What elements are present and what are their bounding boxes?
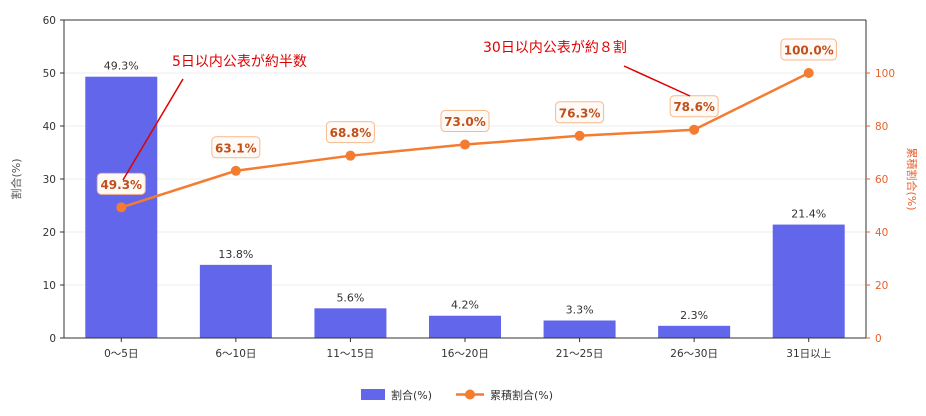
line-point: [116, 202, 127, 213]
cumulative-label-box: [325, 121, 375, 144]
bar-label: 2.3%: [680, 309, 708, 322]
left-tick-label: 0: [49, 333, 56, 345]
line-point: [574, 130, 585, 141]
annotation-arrow: [122, 78, 184, 181]
line-point: [460, 139, 470, 150]
right-tick-label: 60: [875, 174, 888, 186]
bar: [658, 325, 731, 338]
annotation-text: 5日以内公表が約半数: [172, 54, 307, 70]
annotations: 5日以内公表が約半数 30日以内公表が約８割: [122, 39, 691, 181]
bar-label: 3.3%: [566, 304, 594, 317]
legend-label: 累積割合(%): [490, 388, 553, 402]
bar-labels: 49.3% 13.8% 5.6% 4.2% 3.3% 2.3% 21.4%: [104, 60, 826, 322]
right-tick-label: 40: [875, 227, 888, 239]
cumulative-label: 78.6%: [673, 100, 715, 114]
bar: [199, 264, 272, 338]
line-point: [345, 150, 356, 161]
x-tick-label: 26〜30日: [670, 348, 718, 360]
cumulative-label: 100.0%: [784, 44, 834, 58]
cumulative-label-box: [96, 172, 146, 195]
bar: [429, 315, 501, 338]
x-axis: 0〜5日 6〜10日 11〜15日 16〜20日 21〜25日 26〜30日 31日以上: [64, 19, 866, 360]
legend-swatch-bar: [361, 389, 385, 400]
bar-label: 21.4%: [791, 208, 826, 221]
right-tick-label: 0: [875, 333, 882, 345]
left-axis: 0 10 20 30 40 50 60 割合(%): [9, 15, 65, 345]
legend: 割合(%) 累積割合(%): [361, 388, 553, 402]
left-tick-label: 50: [43, 68, 56, 80]
x-tick-label: 11〜15日: [327, 348, 375, 360]
bar-label: 49.3%: [104, 60, 139, 73]
cumulative-line: [116, 68, 814, 213]
x-tick-label: 31日以上: [786, 348, 831, 360]
cumulative-label: 49.3%: [100, 178, 142, 192]
bar-label: 13.8%: [218, 248, 253, 261]
left-axis-title: 割合(%): [9, 158, 23, 199]
bar-label: 4.2%: [451, 299, 479, 312]
left-tick-label: 10: [43, 280, 56, 292]
x-tick-label: 6〜10日: [215, 348, 256, 360]
left-tick-label: 40: [43, 121, 56, 133]
right-tick-label: 20: [875, 280, 888, 292]
x-tick-label: 16〜20日: [441, 348, 489, 360]
bar: [543, 320, 616, 338]
bar-label: 5.6%: [336, 291, 364, 304]
cumulative-label-box: [669, 95, 719, 118]
line-point: [803, 68, 814, 78]
cumulative-label-box: [440, 110, 490, 133]
bar: [772, 224, 845, 338]
line-point: [230, 165, 241, 176]
bars: [85, 76, 845, 339]
left-tick-label: 60: [43, 15, 56, 27]
left-tick-label: 20: [43, 227, 56, 239]
annotation-arrow: [623, 65, 691, 97]
cumulative-label-box: [555, 101, 605, 124]
line-point: [689, 124, 700, 135]
legend-label: 割合(%): [391, 388, 432, 402]
cumulative-label: 73.0%: [444, 115, 486, 129]
cumulative-label: 68.8%: [330, 126, 372, 140]
right-tick-label: 100: [875, 68, 895, 80]
x-tick-label: 21〜25日: [556, 348, 604, 360]
right-tick-label: 80: [875, 121, 888, 133]
right-axis-title: 累積割合(%): [905, 147, 919, 210]
cumulative-label: 76.3%: [559, 106, 601, 120]
cumulative-labels: 49.3% 63.1% 68.8% 73.0% 76.3% 78.6% 100.0%: [96, 38, 838, 195]
right-axis: 0 20 40 60 80 100 累積割合(%): [865, 20, 919, 345]
bar: [314, 308, 387, 338]
x-tick-label: 0〜5日: [104, 348, 138, 360]
legend-swatch-marker: [465, 389, 475, 400]
left-tick-label: 30: [43, 174, 56, 186]
cumulative-label-box: [211, 136, 261, 159]
annotation-text: 30日以内公表が約８割: [483, 39, 627, 56]
cumulative-label-box: [780, 38, 838, 61]
cumulative-label: 63.1%: [215, 141, 257, 155]
